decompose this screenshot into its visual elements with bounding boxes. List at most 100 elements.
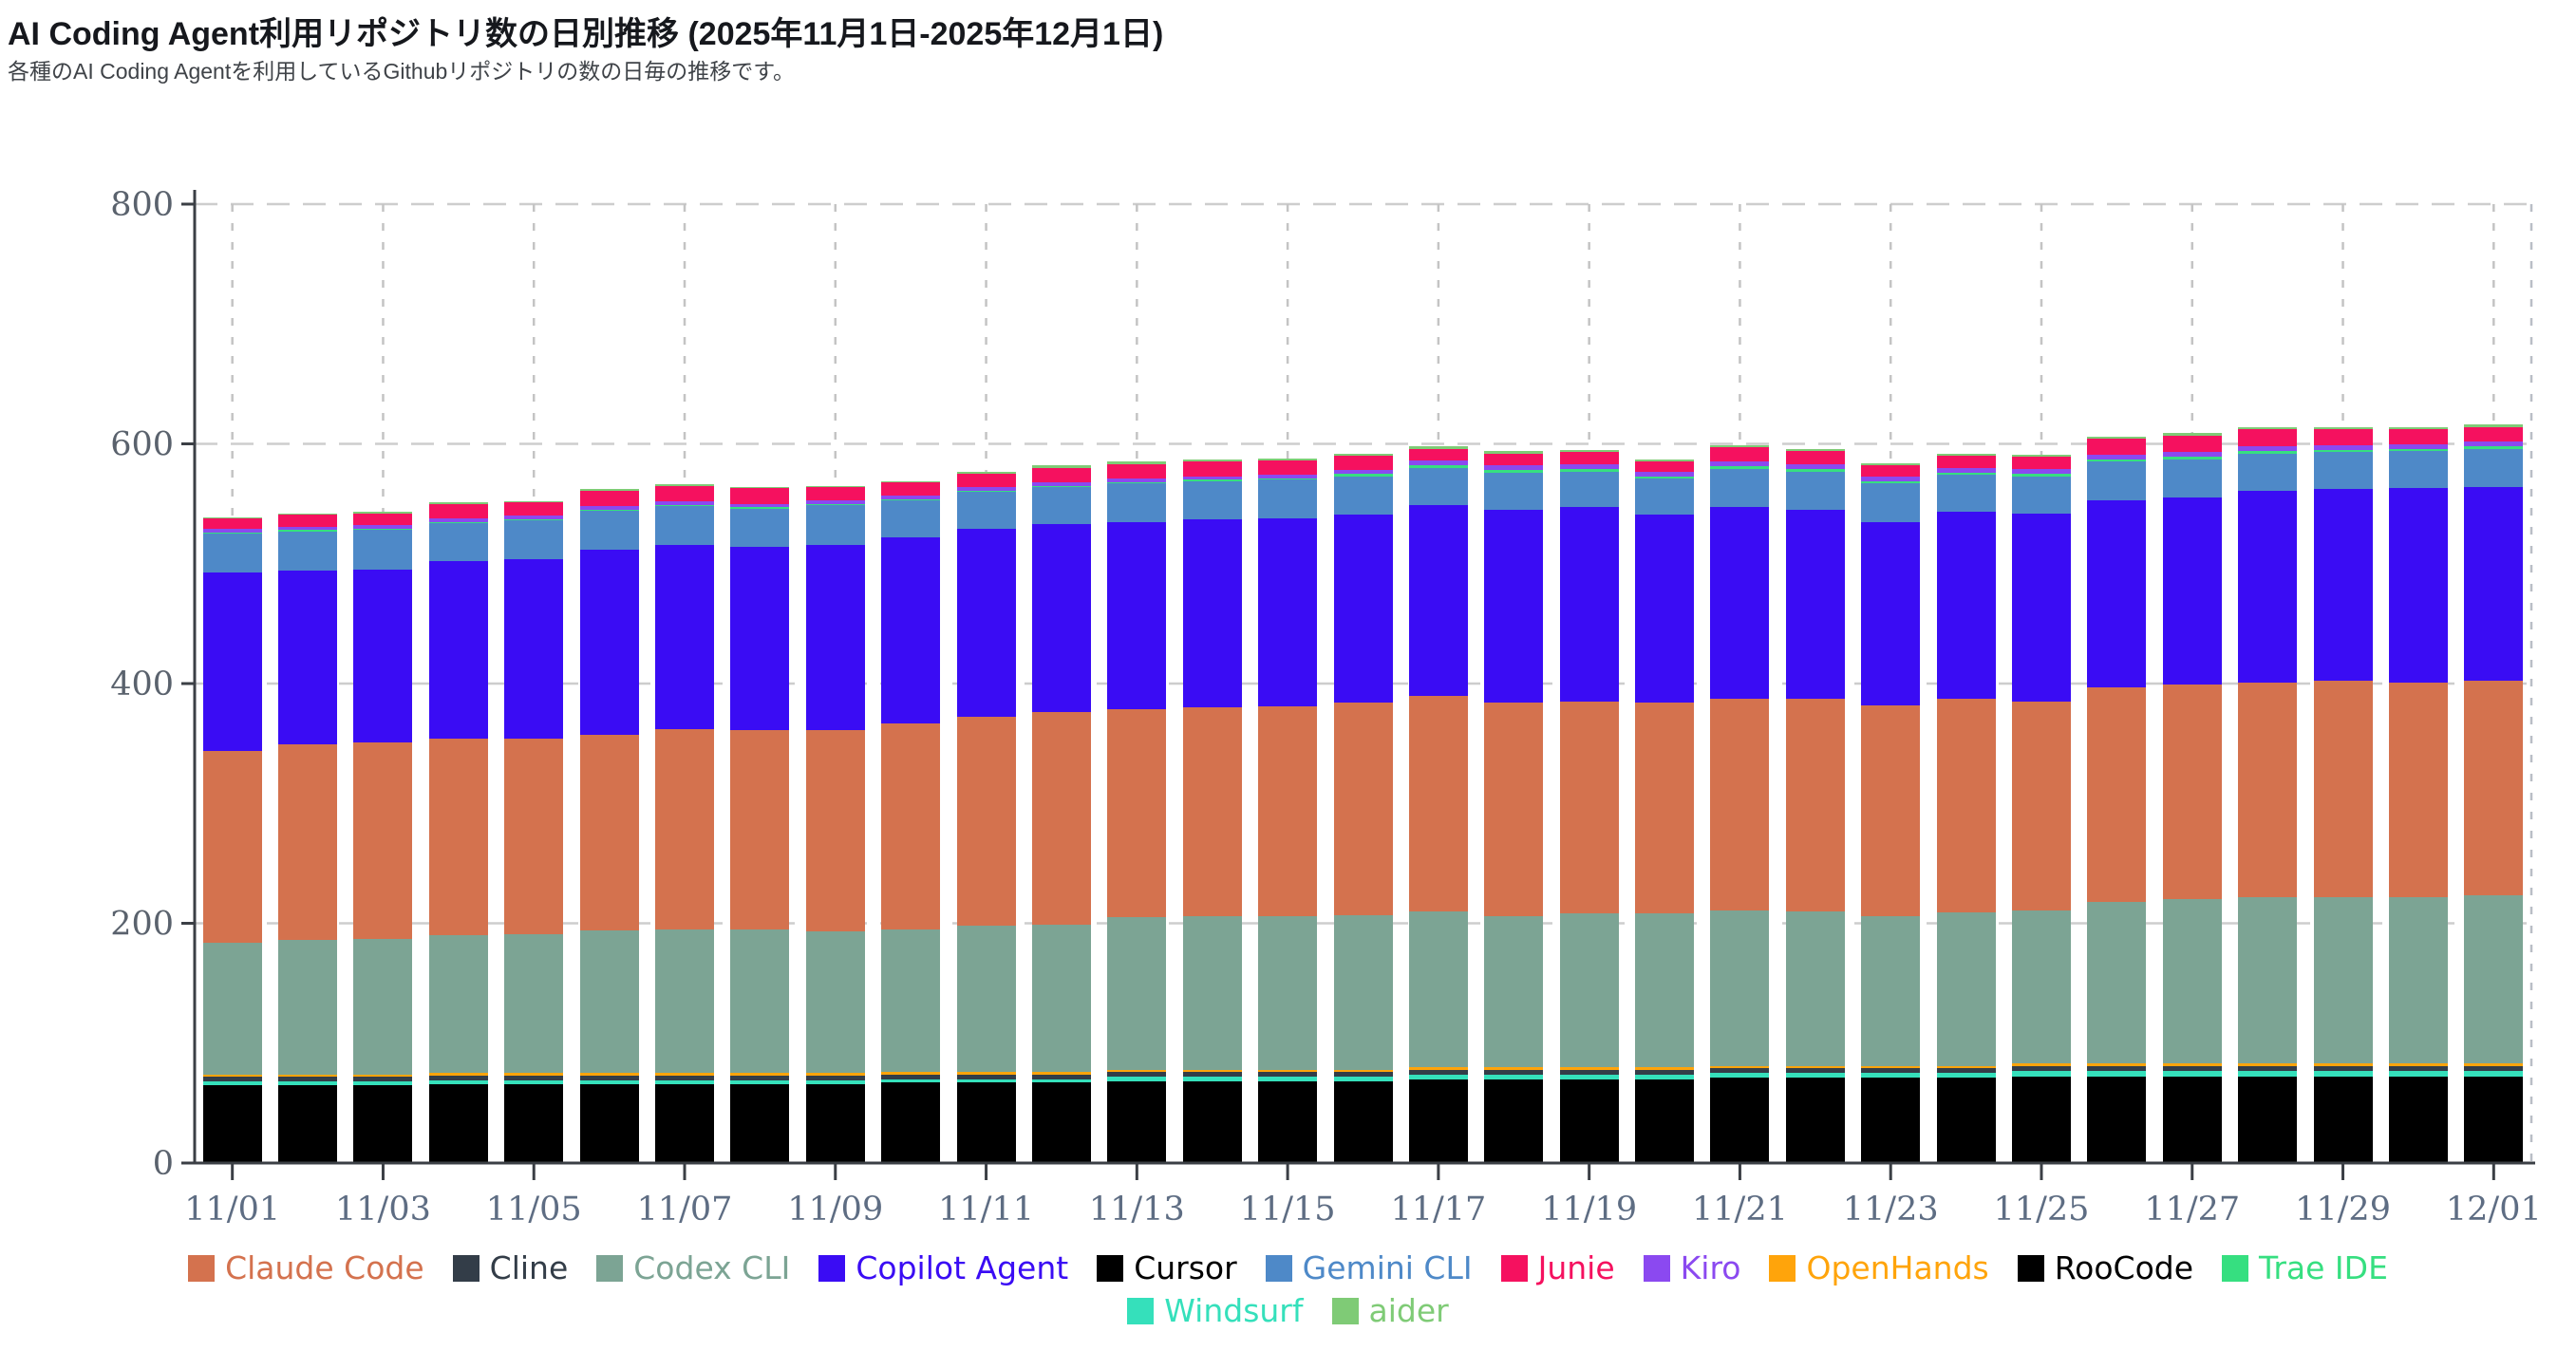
bar-segment bbox=[806, 487, 865, 500]
bar-segment bbox=[1560, 702, 1619, 913]
bar-segment bbox=[2389, 429, 2448, 444]
bar-segment bbox=[1786, 1073, 1845, 1078]
bar-segment bbox=[1183, 477, 1242, 479]
bar-segment bbox=[1258, 475, 1317, 478]
x-tick-label: 11/09 bbox=[787, 1191, 883, 1229]
bar-segment bbox=[2087, 460, 2146, 461]
bar-segment bbox=[1334, 1072, 1393, 1077]
bar-segment bbox=[203, 943, 262, 1075]
bar-segment bbox=[504, 934, 563, 1073]
bar-segment bbox=[655, 506, 714, 545]
bar-segment bbox=[1560, 1081, 1619, 1163]
bar-segment bbox=[957, 1085, 1016, 1163]
bar-segment bbox=[504, 1086, 563, 1163]
bar-segment bbox=[353, 1081, 412, 1085]
x-tick-label: 11/25 bbox=[1994, 1191, 2090, 1229]
bar-segment bbox=[429, 1086, 488, 1163]
bar-segment bbox=[1258, 478, 1317, 479]
bar-segment bbox=[1635, 1079, 1694, 1081]
bar-segment bbox=[2012, 455, 2071, 457]
bar-segment bbox=[278, 515, 337, 527]
bar-segment bbox=[2238, 897, 2297, 1063]
bar-segment bbox=[203, 534, 262, 572]
bar-segment bbox=[806, 931, 865, 1073]
legend-swatch bbox=[188, 1254, 216, 1282]
bar-segment bbox=[429, 561, 488, 739]
bar-segment bbox=[1107, 709, 1166, 917]
bar-segment bbox=[957, 717, 1016, 926]
bar-segment bbox=[1635, 472, 1694, 477]
bar-segment bbox=[1183, 916, 1242, 1070]
bar-segment bbox=[2314, 450, 2373, 452]
bar-segment bbox=[1937, 473, 1996, 475]
bar-segment bbox=[655, 545, 714, 729]
bar-segment bbox=[806, 500, 865, 504]
bar-segment bbox=[1861, 481, 1920, 483]
legend-item-roocode: RooCode bbox=[2017, 1249, 2193, 1286]
bar-segment bbox=[806, 1086, 865, 1163]
bar-segment bbox=[1937, 468, 1996, 473]
bar-segment bbox=[957, 1079, 1016, 1082]
bar-segment bbox=[1484, 473, 1543, 510]
bar-segment bbox=[1409, 449, 1468, 460]
bar-segment bbox=[353, 529, 412, 530]
bar-segment bbox=[957, 1072, 1016, 1075]
bar-segment bbox=[504, 1080, 563, 1084]
bar-segment bbox=[1560, 472, 1619, 507]
x-tick-label: 11/19 bbox=[1541, 1191, 1637, 1229]
bar-segment bbox=[2163, 685, 2222, 899]
bar-segment bbox=[203, 1087, 262, 1163]
bar-segment bbox=[2464, 424, 2523, 427]
bar-segment bbox=[1786, 911, 1845, 1066]
bar-segment bbox=[730, 488, 789, 504]
bar-segment bbox=[1786, 451, 1845, 464]
bar-segment bbox=[1484, 916, 1543, 1067]
bar-segment bbox=[806, 486, 865, 487]
bar-segment bbox=[2314, 489, 2373, 681]
bar-segment bbox=[2087, 1063, 2146, 1066]
bar-segment bbox=[1032, 925, 1091, 1072]
bar-segment bbox=[2087, 455, 2146, 460]
bar-segment bbox=[504, 502, 563, 516]
bar-segment bbox=[1484, 1081, 1543, 1163]
bar-segment bbox=[1560, 469, 1619, 472]
bar-segment bbox=[2238, 451, 2297, 454]
legend-label: aider bbox=[1368, 1292, 1449, 1329]
bar-segment bbox=[1409, 696, 1468, 911]
bar-segment bbox=[2238, 429, 2297, 446]
x-tick-label: 11/01 bbox=[184, 1191, 280, 1229]
bar-segment bbox=[1484, 451, 1543, 454]
bar-segment bbox=[730, 1084, 789, 1086]
bar-segment bbox=[1861, 463, 1920, 465]
bar-segment bbox=[2012, 1071, 2071, 1077]
bar-segment bbox=[2389, 1079, 2448, 1163]
bar-segment bbox=[2464, 1079, 2523, 1163]
bar-segment bbox=[278, 744, 337, 940]
bar-segment bbox=[353, 939, 412, 1075]
bar-segment bbox=[1560, 507, 1619, 702]
bar-segment bbox=[1635, 461, 1694, 472]
bar-segment bbox=[203, 1075, 262, 1077]
bar-segment bbox=[504, 520, 563, 559]
legend-label: Cursor bbox=[1134, 1249, 1237, 1286]
bar-segment bbox=[580, 1084, 639, 1086]
bar-segment bbox=[1861, 705, 1920, 916]
bar-segment bbox=[1560, 464, 1619, 469]
bar-segment bbox=[353, 1075, 412, 1077]
bar-segment bbox=[806, 504, 865, 505]
bar-segment bbox=[278, 527, 337, 530]
bar-segment bbox=[1560, 1070, 1619, 1075]
bar-segment bbox=[1484, 510, 1543, 703]
bar-segment bbox=[504, 1073, 563, 1076]
legend-item-cursor: Cursor bbox=[1097, 1249, 1237, 1286]
bar-segment bbox=[730, 504, 789, 507]
bar-segment bbox=[1937, 454, 1996, 456]
bar-segment bbox=[1334, 1081, 1393, 1084]
bar-segment bbox=[1635, 1081, 1694, 1163]
bar-segment bbox=[957, 491, 1016, 492]
bar-segment bbox=[2464, 1066, 2523, 1071]
bar-segment bbox=[1032, 487, 1091, 524]
bar-segment bbox=[353, 570, 412, 742]
bar-segment bbox=[278, 1075, 337, 1077]
bar-segment bbox=[2389, 444, 2448, 449]
